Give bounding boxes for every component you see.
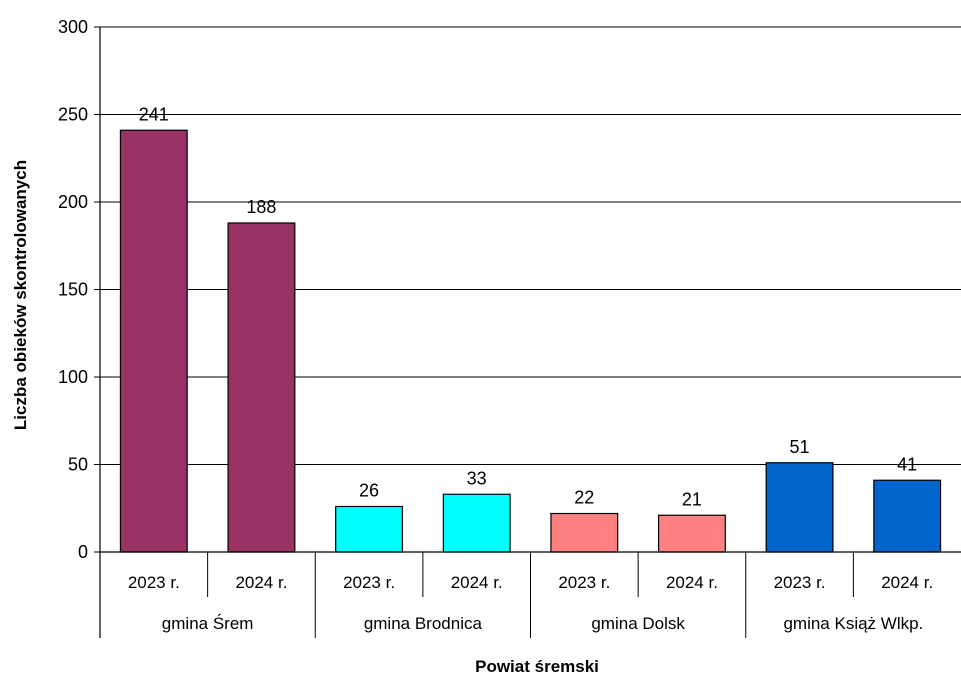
bar <box>227 222 296 553</box>
bar <box>873 479 942 553</box>
y-tick-label: 50 <box>68 455 88 475</box>
labels: 0 50 100 150 200 250 300 241 2023 r. 188 2024 r. gm… <box>58 17 933 633</box>
bar <box>442 493 511 553</box>
group-label: gmina Brodnica <box>364 614 483 633</box>
y-tick-label: 250 <box>58 105 88 125</box>
category-label: 2024 r. <box>451 573 503 592</box>
category-label: 2024 r. <box>666 573 718 592</box>
axes <box>94 26 961 638</box>
data-label: 22 <box>574 488 594 508</box>
y-tick-label: 100 <box>58 367 88 387</box>
data-label: 188 <box>246 197 276 217</box>
data-label: 21 <box>682 489 702 509</box>
data-label: 51 <box>790 437 810 457</box>
data-label: 26 <box>359 481 379 501</box>
y-tick-label: 0 <box>78 542 88 562</box>
bar <box>657 514 726 553</box>
bar <box>119 129 188 553</box>
bar <box>335 505 404 553</box>
y-axis-title: Liczba obieków skontrolowanych <box>11 160 30 430</box>
category-label: 2023 r. <box>558 573 610 592</box>
category-label: 2023 r. <box>128 573 180 592</box>
category-label: 2024 r. <box>235 573 287 592</box>
y-tick-label: 200 <box>58 192 88 212</box>
group-label: gmina Dolsk <box>591 614 685 633</box>
data-label: 41 <box>897 454 917 474</box>
y-tick-label: 300 <box>58 17 88 37</box>
group-label: gmina Śrem <box>162 614 254 633</box>
bar <box>550 512 619 553</box>
data-label: 241 <box>139 104 169 124</box>
y-tick-label: 150 <box>58 280 88 300</box>
category-label: 2023 r. <box>774 573 826 592</box>
bar <box>765 462 834 553</box>
x-axis-title: Powiat śremski <box>475 657 599 676</box>
data-label: 33 <box>467 468 487 488</box>
group-label: gmina Książ Wlkp. <box>783 614 923 633</box>
category-label: 2024 r. <box>881 573 933 592</box>
bars <box>119 129 942 553</box>
category-label: 2023 r. <box>343 573 395 592</box>
